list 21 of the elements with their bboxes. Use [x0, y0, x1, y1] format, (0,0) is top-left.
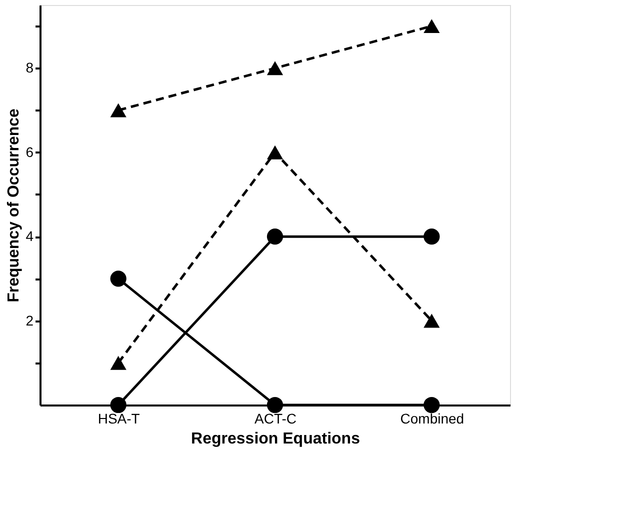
point: [266, 61, 284, 76]
point: [424, 396, 440, 414]
point: [110, 270, 126, 287]
point: [424, 314, 440, 328]
x-tick-label: Combined: [400, 410, 464, 426]
point: [424, 228, 440, 245]
point: [266, 396, 284, 414]
point: [266, 145, 284, 160]
point: [266, 228, 284, 245]
point: [110, 356, 126, 370]
point: [110, 396, 126, 414]
y-tick-label: 8: [26, 60, 34, 76]
point: [424, 19, 440, 34]
x-axis-title: Regression Equations: [191, 430, 360, 448]
x-tick-label: HSA-T: [98, 410, 140, 426]
x-tick-label: ACT-C: [254, 410, 296, 426]
y-tick-label: 6: [26, 144, 34, 160]
point: [110, 103, 126, 118]
y-axis-title: Frequency of Occurrence: [6, 108, 23, 302]
y-tick-label: 4: [26, 228, 34, 244]
y-tick-label: 2: [26, 312, 34, 328]
